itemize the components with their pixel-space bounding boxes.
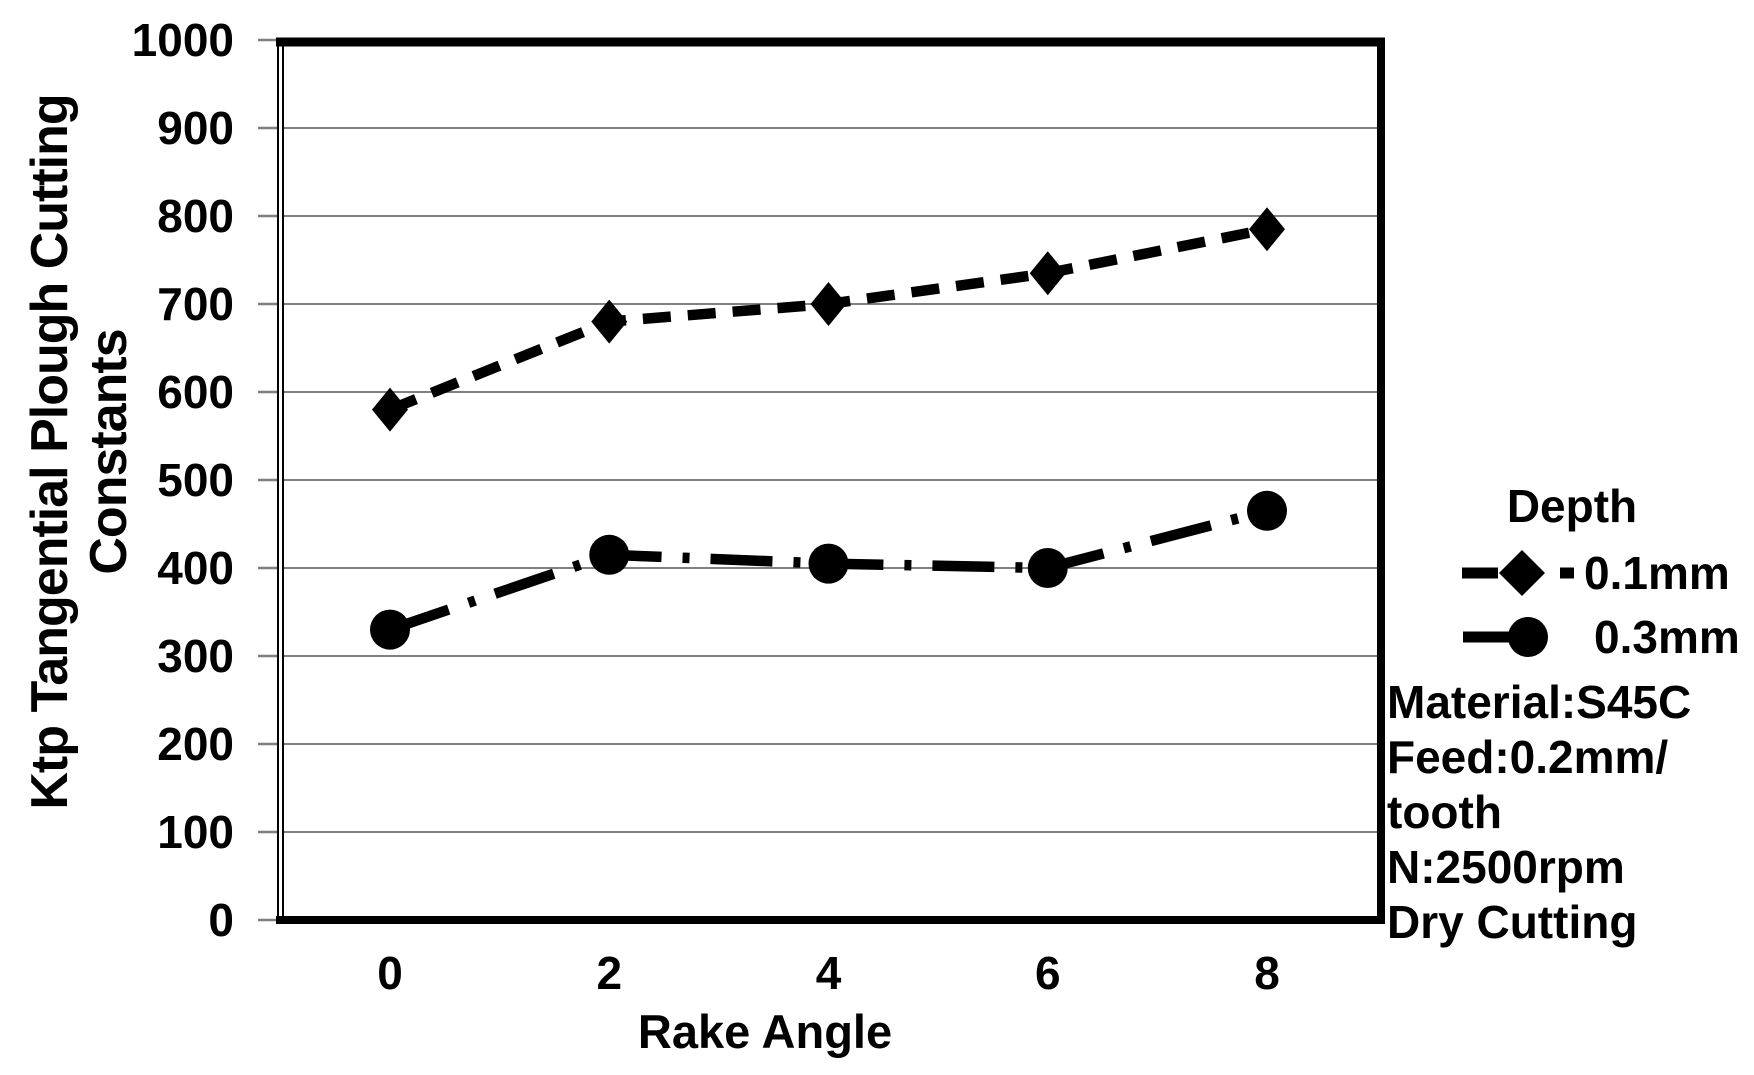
annotation-line-5: Dry Cutting: [1387, 896, 1638, 948]
annotation-line-4: N:2500rpm: [1387, 841, 1625, 893]
data-point-0.1mm-x0: [372, 387, 408, 432]
y-tick-label-500: 500: [157, 454, 234, 506]
annotation-line-3: tooth: [1387, 786, 1502, 838]
x-tick-label-0: 0: [377, 947, 403, 999]
data-point-0.3mm-x2: [589, 534, 630, 575]
data-point-0.3mm-x4: [808, 543, 849, 584]
x-tick-label-6: 6: [1034, 947, 1061, 999]
legend-label-0.1mm: 0.1mm: [1584, 547, 1730, 599]
legend-title: Depth: [1506, 480, 1638, 532]
data-point-0.1mm-x4: [810, 282, 847, 326]
x-tick-label-4: 4: [815, 947, 842, 999]
y-tick-label-200: 200: [157, 718, 234, 770]
y-tick-label-400: 400: [157, 542, 234, 594]
y-tick-label-600: 600: [157, 366, 234, 418]
x-tick-label-2: 2: [596, 947, 623, 999]
y-tick-label-300: 300: [157, 630, 234, 682]
x-tick-label-8: 8: [1254, 947, 1280, 999]
x-axis-title: Rake Angle: [637, 1005, 893, 1058]
data-point-0.3mm-x8: [1247, 490, 1287, 531]
annotation-line-2: Feed:0.2mm/: [1387, 731, 1669, 783]
data-point-0.1mm-x8: [1249, 207, 1285, 252]
data-point-0.1mm-x2: [591, 299, 628, 344]
legend-marker-diamond-icon: [1462, 550, 1574, 596]
y-tick-label-800: 800: [157, 190, 234, 242]
legend-marker-circle-icon: [1463, 617, 1548, 657]
annotation-line-1: Material:S45C: [1387, 676, 1692, 728]
legend-item-0.1mm: 0.1mm: [1460, 546, 1730, 600]
annotation-block: Material:S45C Feed:0.2mm/tooth N:2500rpm Dr…: [1387, 675, 1747, 950]
data-point-0.3mm-x6: [1027, 548, 1068, 588]
y-tick-label-700: 700: [157, 278, 234, 330]
legend-item-0.3mm: 0.3mm: [1460, 610, 1740, 664]
legend-label-0.3mm: 0.3mm: [1594, 611, 1740, 663]
data-point-0.3mm-x0: [370, 609, 410, 650]
y-tick-label-100: 100: [157, 806, 234, 858]
y-tick-label-1000: 1000: [131, 14, 234, 66]
y-tick-label-900: 900: [157, 102, 234, 154]
y-tick-label-0: 0: [208, 894, 234, 946]
data-point-0.1mm-x6: [1029, 251, 1066, 296]
